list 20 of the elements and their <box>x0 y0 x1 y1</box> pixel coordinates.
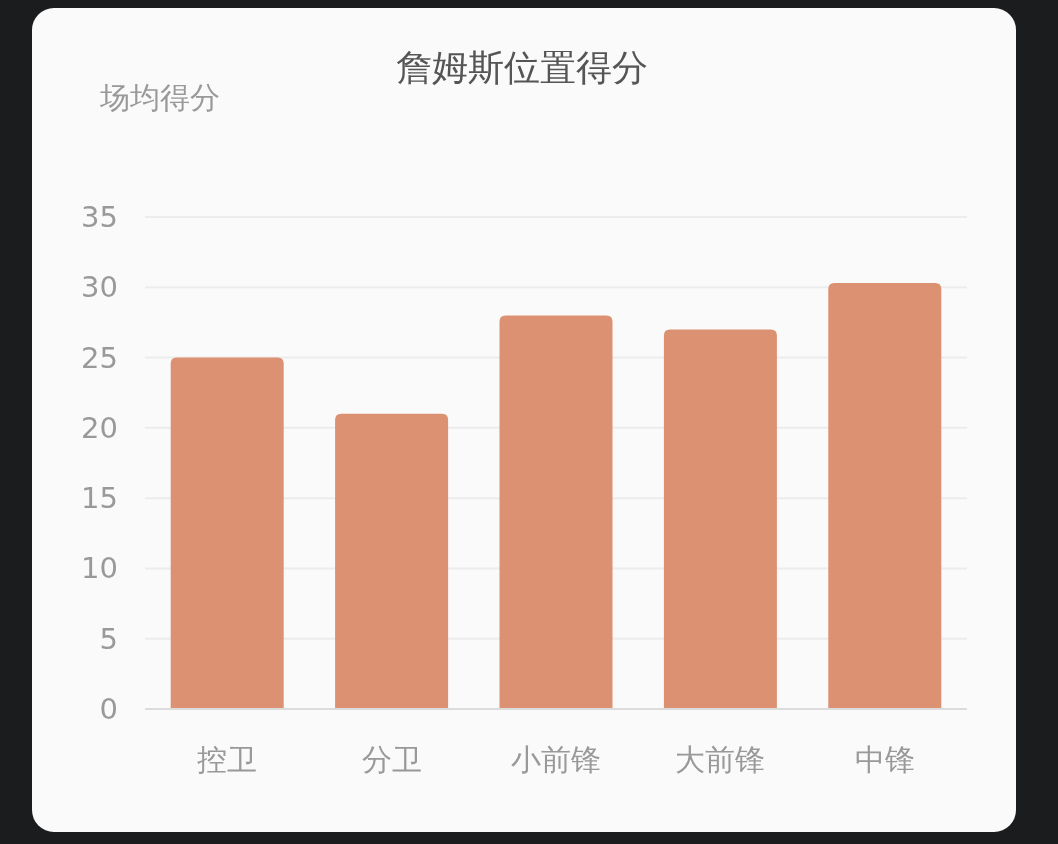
x-tick-label: 大前锋 <box>675 742 766 777</box>
y-tick-label: 10 <box>81 551 118 586</box>
bar <box>828 283 942 709</box>
x-tick-label: 小前锋 <box>511 742 601 777</box>
x-tick-label: 中锋 <box>854 742 915 777</box>
bar <box>335 413 449 709</box>
chart-title: 詹姆斯位置得分 <box>396 47 648 88</box>
y-tick-label: 5 <box>99 621 118 656</box>
y-axis-title: 场均得分 <box>99 80 220 115</box>
y-tick-label: 30 <box>81 270 118 305</box>
y-tick-label: 15 <box>81 481 118 516</box>
bar <box>499 315 613 709</box>
y-tick-label: 35 <box>81 200 118 234</box>
y-tick-label: 25 <box>81 340 118 375</box>
y-tick-label: 0 <box>99 692 118 726</box>
x-tick-label: 控卫 <box>197 742 258 777</box>
bar <box>170 357 284 709</box>
x-tick-label: 分卫 <box>361 742 422 777</box>
bar <box>663 329 777 709</box>
y-tick-label: 20 <box>81 410 118 445</box>
